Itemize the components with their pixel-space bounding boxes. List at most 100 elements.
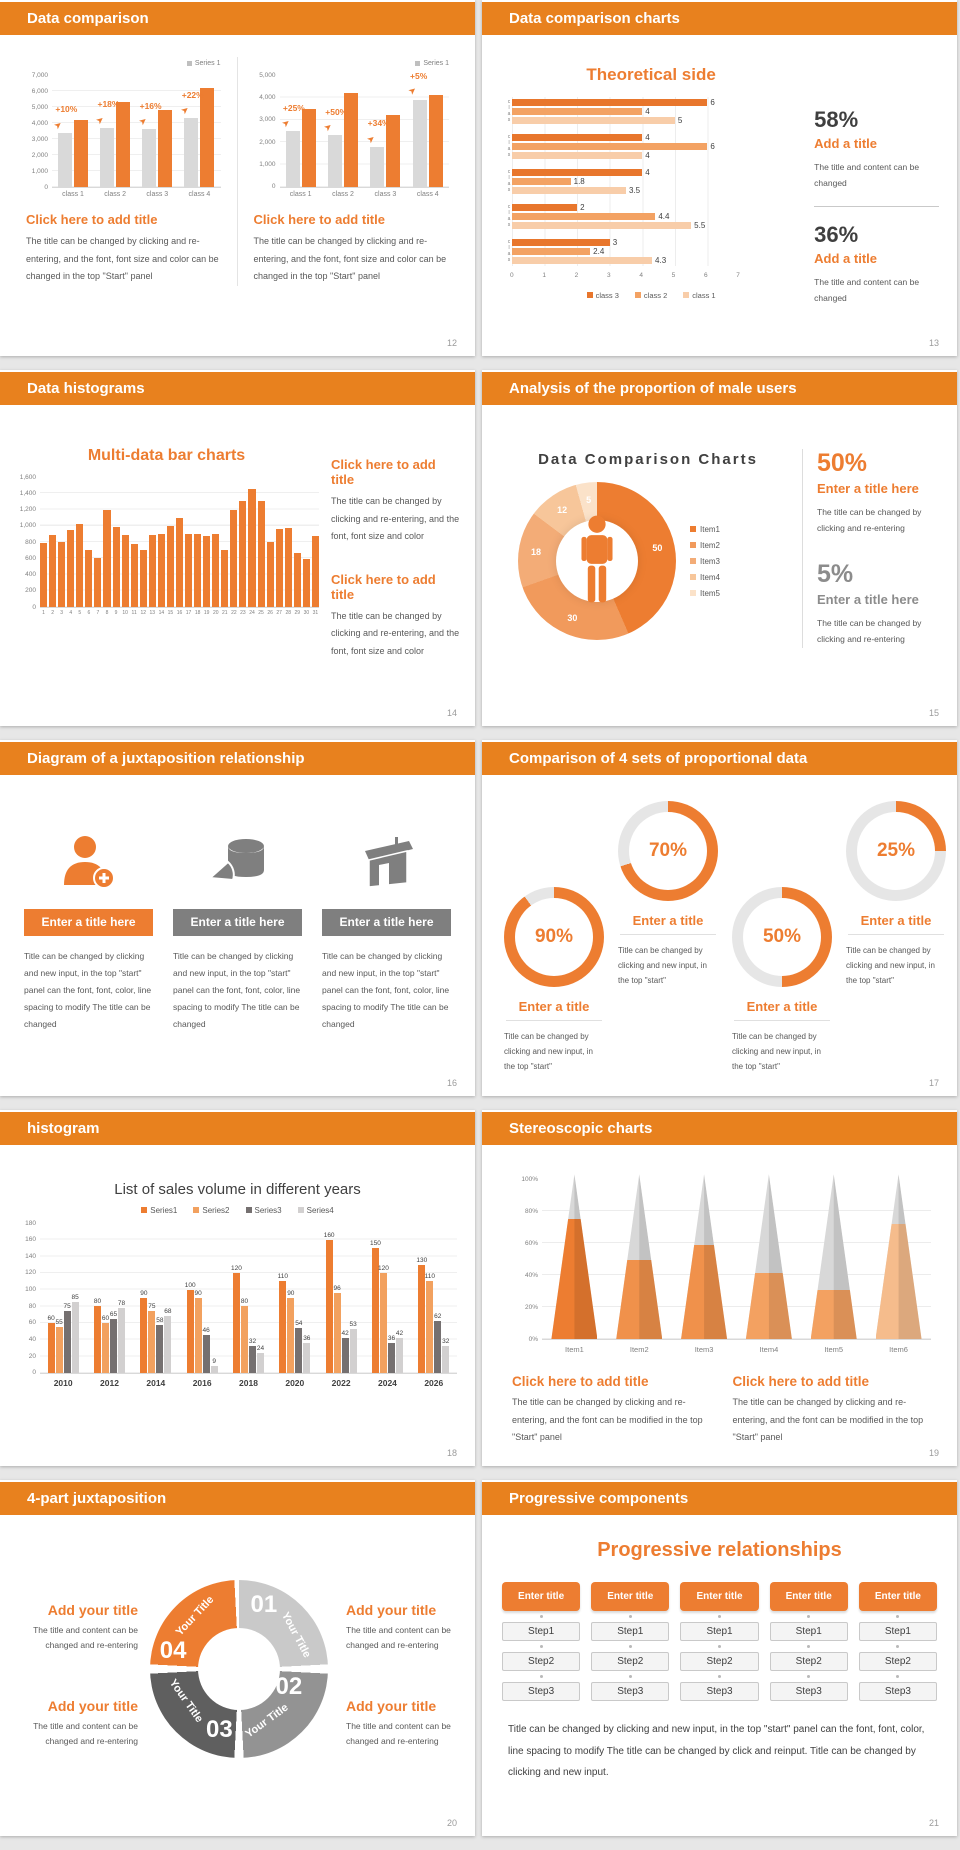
- bar-column: [130, 543, 138, 607]
- comparison-panel-right: Series 1 5,000 4,000 3,000 2,000 1,000 0 +25% ➤ +…: [238, 57, 450, 286]
- enter-title-button: Enter title: [858, 1582, 938, 1611]
- bar-group: 130 110 62 32: [411, 1223, 457, 1373]
- growth-label: +22% ➤: [179, 89, 204, 116]
- legend-label: Series1: [150, 1206, 178, 1215]
- bar-row: 5.5: [512, 221, 740, 229]
- bar-previous: [100, 127, 115, 187]
- cone-slot: [866, 1174, 931, 1339]
- growth-value: +22%: [181, 89, 204, 100]
- building-icon: [322, 827, 451, 899]
- slide-header: Stereoscopic charts: [482, 1112, 957, 1145]
- bar-current: [116, 102, 131, 187]
- stat-title: Enter a title here: [817, 481, 919, 496]
- growth-value: +5%: [410, 71, 428, 82]
- slide-data-comparison[interactable]: Data comparison Series 1 7,000 6,000 5,000 4…: [0, 0, 475, 356]
- item-body: Title can be changed by clicking and new…: [322, 951, 450, 1029]
- x-axis-labels: 2010 2012 2014 2016 2018 2020 2022 2024 2026: [40, 1378, 457, 1388]
- x-tick-label: 25: [258, 610, 264, 616]
- slide-stereoscopic-charts[interactable]: Stereoscopic charts 100% 80% 60% 40% 20% 0% I…: [482, 1110, 957, 1466]
- x-tick-label: Item1: [565, 1345, 584, 1354]
- slide-progressive-components[interactable]: Progressive components Progressive relat…: [482, 1480, 957, 1836]
- bar-value-label: 100: [184, 1281, 196, 1289]
- slide-male-users-proportion[interactable]: Analysis of the proportion of male users…: [482, 370, 957, 726]
- slide-juxtaposition-relationship[interactable]: Diagram of a juxtaposition relationship …: [0, 740, 475, 1096]
- comparison-panels: Series 1 7,000 6,000 5,000 4,000 3,000 2,000 1,…: [0, 35, 475, 286]
- bar-value-label: 120: [378, 1265, 389, 1272]
- bar-value-label: 65: [109, 1310, 118, 1318]
- slide-data-histograms[interactable]: Data histograms Multi-data bar charts 1,…: [0, 370, 475, 726]
- panel-body: The title can be changed by clicking and…: [253, 236, 447, 282]
- bar: [156, 1324, 164, 1373]
- x-tick-label: 6: [87, 610, 91, 616]
- bar: [512, 187, 626, 194]
- slide-histogram[interactable]: histogram List of sales volume in differ…: [0, 1110, 475, 1466]
- bar-value: 1.8: [573, 176, 585, 186]
- bar: [512, 169, 643, 176]
- bar: [109, 1318, 117, 1373]
- bar-column: 24: [257, 1223, 264, 1373]
- bar-value-label: 90: [194, 1290, 202, 1297]
- bar-group: clas… 6 4 5: [506, 97, 802, 126]
- ring-value: 70%: [629, 812, 707, 890]
- divider: [848, 934, 944, 935]
- x-axis-labels: class 1 class 2 class 3 class 4: [280, 191, 450, 198]
- x-tick-label: class 3: [374, 191, 397, 198]
- callout: Add your title The title and content can…: [346, 1602, 474, 1654]
- bar-column: [67, 529, 75, 607]
- bar-group: [407, 75, 449, 187]
- x-tick-label: 20: [212, 610, 219, 616]
- bar: [512, 117, 675, 124]
- divider: [814, 206, 939, 208]
- bar: [379, 1273, 387, 1373]
- panel-title: Click here to add title: [253, 212, 385, 227]
- bar-column: 130: [416, 1223, 427, 1373]
- bar-stack: 6 4 5: [512, 97, 740, 126]
- stat-body: The title can be changed by clicking and…: [817, 618, 922, 645]
- bar-previous: [370, 146, 385, 187]
- growth-label: +50% ➤: [323, 108, 347, 134]
- bar-value: 4.4: [658, 211, 670, 221]
- bar-column: 55: [56, 1223, 63, 1373]
- slide-header-title: Data comparison: [27, 10, 149, 27]
- x-tick-label: 19: [203, 610, 210, 616]
- bar-column: 80: [241, 1223, 248, 1373]
- bar: [186, 1289, 194, 1373]
- y-axis: 5,000 4,000 3,000 2,000 1,000 0: [259, 71, 276, 191]
- x-tick-label: 2: [51, 610, 54, 616]
- bar-group: [280, 75, 322, 187]
- bar: [55, 1327, 63, 1373]
- plot-area: +10% ➤ +18% ➤ +16% ➤ +22% ➤: [52, 75, 221, 188]
- slide-four-part-juxtaposition[interactable]: 4-part juxtaposition 01 Your Title 02 Your …: [0, 1480, 475, 1836]
- slice-value-label: 18: [531, 546, 542, 557]
- page-number: 14: [446, 708, 457, 718]
- bar-group: [322, 75, 364, 187]
- slide-header-title: Data histograms: [27, 380, 145, 397]
- bar-value-label: 150: [370, 1240, 381, 1247]
- ring-body: Title can be changed by clicking and new…: [846, 946, 935, 986]
- legend-item: Item5: [690, 589, 720, 598]
- block-title: Click here to add title: [331, 571, 436, 602]
- x-tick-label: 4: [639, 272, 643, 279]
- growth-value: +10%: [55, 104, 78, 115]
- x-tick-label: 9: [114, 610, 118, 616]
- histogram-panel: Multi-data bar charts 1,600 1,400 1,200 1,0…: [14, 417, 319, 660]
- bar-group: [364, 75, 406, 187]
- bar-column: 160: [324, 1223, 335, 1373]
- slide-data-comparison-charts[interactable]: Data comparison charts Theoretical side …: [482, 0, 957, 356]
- bar-column: 85: [72, 1223, 79, 1373]
- cone-fill: [745, 1273, 792, 1339]
- bar-column: 150: [370, 1223, 381, 1373]
- bar-column: [203, 535, 211, 607]
- x-tick-label: 27: [276, 610, 282, 616]
- rings-row: 90% Enter a title Title can be changed by …: [482, 775, 957, 1075]
- bar: [512, 239, 610, 246]
- bar: [512, 143, 708, 150]
- bar-column: [221, 550, 229, 607]
- slide-proportional-data[interactable]: Comparison of 4 sets of proportional dat…: [482, 740, 957, 1096]
- bar-previous: [328, 135, 343, 187]
- text-panel: Click here to add title The title can be…: [331, 417, 461, 660]
- slide-content: Enter a title here Title can be changed …: [0, 775, 475, 1042]
- cone-slot: [801, 1174, 866, 1339]
- bar-column: [166, 525, 174, 607]
- horizontal-bar-chart: clas… 6 4 5 clas… 4 6 4 clas… 4 1.8 3.5 clas… 2 4.4 5.5…: [500, 97, 802, 300]
